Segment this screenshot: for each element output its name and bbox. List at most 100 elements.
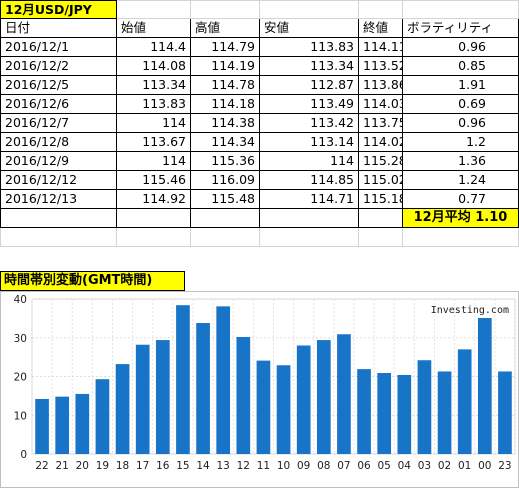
- value-cell[interactable]: 114.38: [191, 114, 260, 133]
- x-tick-label: 07: [337, 460, 350, 472]
- value-cell[interactable]: 116.09: [191, 171, 260, 190]
- value-cell[interactable]: 113.83: [260, 38, 359, 57]
- value-cell[interactable]: 0.69: [403, 95, 519, 114]
- x-tick-label: 08: [317, 460, 330, 472]
- header-cell[interactable]: 安値: [260, 19, 359, 38]
- value-cell[interactable]: 114.78: [191, 76, 260, 95]
- value-cell[interactable]: 114: [117, 114, 191, 133]
- date-cell[interactable]: 2016/12/5: [0, 76, 117, 95]
- value-cell[interactable]: 114.18: [191, 95, 260, 114]
- date-cell[interactable]: 2016/12/6: [0, 95, 117, 114]
- value-cell[interactable]: 114.03: [359, 95, 403, 114]
- value-cell[interactable]: 114.71: [260, 190, 359, 209]
- value-cell[interactable]: 115.28: [359, 152, 403, 171]
- value-cell[interactable]: 115.48: [191, 190, 260, 209]
- value-cell[interactable]: 114: [260, 152, 359, 171]
- value-cell[interactable]: 113.34: [260, 57, 359, 76]
- bar-04: [397, 374, 412, 454]
- empty-cell[interactable]: [359, 228, 403, 247]
- value-cell[interactable]: 114.85: [260, 171, 359, 190]
- value-cell[interactable]: 1.36: [403, 152, 519, 171]
- x-tick-label: 20: [76, 460, 89, 472]
- value-cell[interactable]: 114.11: [359, 38, 403, 57]
- empty-cell[interactable]: [191, 0, 260, 19]
- y-tick-label: 10: [14, 410, 27, 422]
- value-cell[interactable]: 115.02: [359, 171, 403, 190]
- value-cell[interactable]: 113.67: [117, 133, 191, 152]
- date-cell[interactable]: 2016/12/13: [0, 190, 117, 209]
- bar-01: [457, 349, 472, 454]
- empty-cell[interactable]: [359, 209, 403, 228]
- value-cell[interactable]: 115.36: [191, 152, 260, 171]
- value-cell[interactable]: 114.19: [191, 57, 260, 76]
- value-cell[interactable]: 113.14: [260, 133, 359, 152]
- value-cell[interactable]: 112.87: [260, 76, 359, 95]
- empty-cell[interactable]: [260, 209, 359, 228]
- value-cell[interactable]: 1.2: [403, 133, 519, 152]
- value-cell[interactable]: 113.52: [359, 57, 403, 76]
- x-tick-label: 00: [478, 460, 491, 472]
- value-cell[interactable]: 113.42: [260, 114, 359, 133]
- value-cell[interactable]: 0.85: [403, 57, 519, 76]
- header-cell[interactable]: 高値: [191, 19, 260, 38]
- monthly-average-cell[interactable]: 12月平均 1.10: [403, 209, 519, 228]
- value-cell[interactable]: 0.96: [403, 38, 519, 57]
- header-cell[interactable]: 始値: [117, 19, 191, 38]
- empty-cell[interactable]: [403, 228, 519, 247]
- header-cell[interactable]: 日付: [0, 19, 117, 38]
- value-cell[interactable]: 114.02: [359, 133, 403, 152]
- empty-cell[interactable]: [117, 228, 191, 247]
- value-cell[interactable]: 115.46: [117, 171, 191, 190]
- value-cell[interactable]: 114.34: [191, 133, 260, 152]
- empty-cell[interactable]: [403, 0, 519, 19]
- x-tick-label: 05: [378, 460, 391, 472]
- value-cell[interactable]: 115.18: [359, 190, 403, 209]
- bar-16: [155, 340, 170, 454]
- value-cell[interactable]: 113.49: [260, 95, 359, 114]
- bar-18: [115, 364, 130, 454]
- bar-11: [256, 360, 271, 454]
- empty-cell[interactable]: [191, 228, 260, 247]
- value-cell[interactable]: 1.24: [403, 171, 519, 190]
- date-cell[interactable]: 2016/12/9: [0, 152, 117, 171]
- empty-cell[interactable]: [191, 209, 260, 228]
- sheet-title-cell[interactable]: 12月USD/JPY: [0, 0, 117, 19]
- value-cell[interactable]: 114.4: [117, 38, 191, 57]
- value-cell[interactable]: 113.86: [359, 76, 403, 95]
- date-cell[interactable]: 2016/12/1: [0, 38, 117, 57]
- value-cell[interactable]: 1.91: [403, 76, 519, 95]
- date-cell[interactable]: 2016/12/8: [0, 133, 117, 152]
- empty-cell[interactable]: [117, 209, 191, 228]
- x-tick-label: 13: [217, 460, 230, 472]
- empty-cell[interactable]: [260, 228, 359, 247]
- investing-watermark: Investing.com: [431, 305, 509, 316]
- value-cell[interactable]: 114.08: [117, 57, 191, 76]
- value-cell[interactable]: 113.34: [117, 76, 191, 95]
- date-cell[interactable]: 2016/12/12: [0, 171, 117, 190]
- spreadsheet: 12月USD/JPY 日付 始値 高値 安値 終値 ボラティリティ 2016/12/1 114.…: [0, 0, 519, 247]
- value-cell[interactable]: 113.75: [359, 114, 403, 133]
- value-cell[interactable]: 113.83: [117, 95, 191, 114]
- date-cell[interactable]: 2016/12/7: [0, 114, 117, 133]
- hourly-volatility-chart: 0 10 20 30 40 22 21 20 19 18 17 16 15 14 13 12 11 10 09 08 0…: [0, 291, 519, 488]
- value-cell[interactable]: 114.79: [191, 38, 260, 57]
- value-cell[interactable]: 114.92: [117, 190, 191, 209]
- value-cell[interactable]: 114: [117, 152, 191, 171]
- empty-cell[interactable]: [117, 0, 191, 19]
- header-cell[interactable]: 終値: [359, 19, 403, 38]
- bar-19: [95, 379, 110, 454]
- date-cell[interactable]: 2016/12/2: [0, 57, 117, 76]
- x-tick-label: 01: [458, 460, 471, 472]
- x-tick-label: 16: [156, 460, 170, 472]
- x-tick-label: 19: [96, 460, 109, 472]
- header-cell[interactable]: ボラティリティ: [403, 19, 519, 38]
- bar-21: [55, 396, 70, 454]
- empty-cell[interactable]: [0, 209, 117, 228]
- empty-cell[interactable]: [260, 0, 359, 19]
- empty-cell[interactable]: [359, 0, 403, 19]
- value-cell[interactable]: 0.77: [403, 190, 519, 209]
- bar-05: [377, 373, 392, 454]
- value-cell[interactable]: 0.96: [403, 114, 519, 133]
- empty-cell[interactable]: [0, 228, 117, 247]
